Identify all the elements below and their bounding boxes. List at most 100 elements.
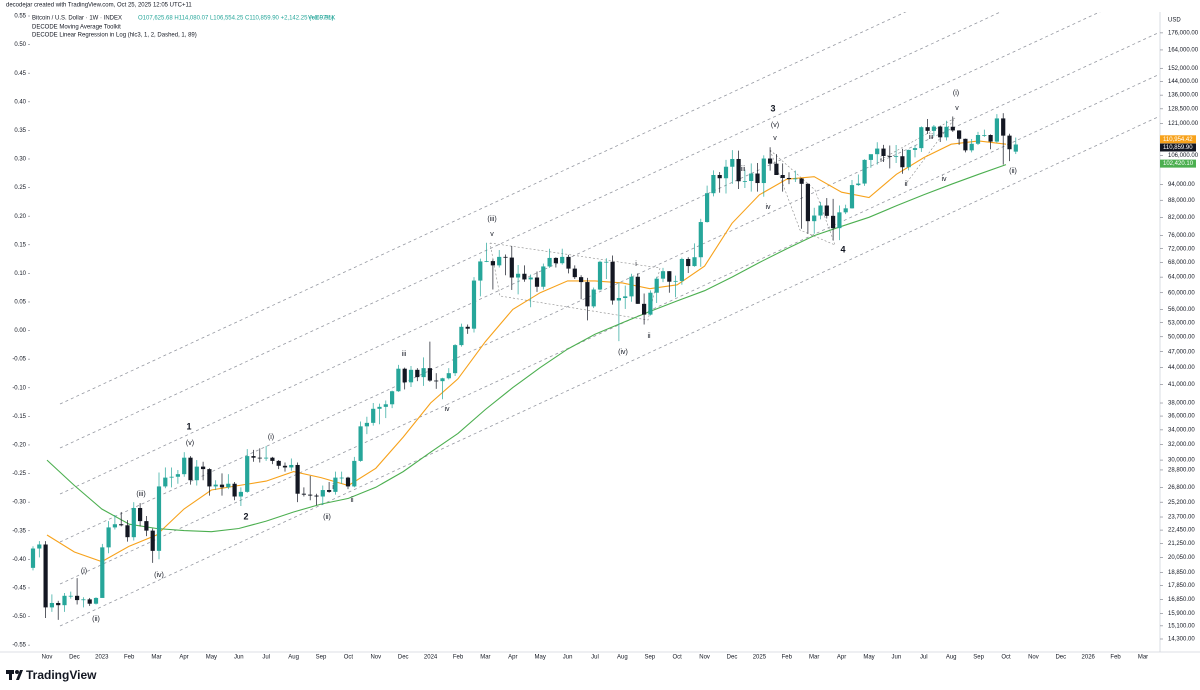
y-tick-label: 136,000.00 — [1168, 93, 1199, 99]
candle-body — [377, 406, 382, 409]
candle-body — [383, 404, 388, 407]
footer-brand: TradingView — [26, 668, 97, 682]
y-tick-label: 53,000.00 — [1168, 320, 1195, 326]
wave-label: i — [880, 157, 882, 164]
price-label-box — [1160, 135, 1196, 144]
candle-body — [100, 547, 105, 598]
x-tick-label: Mar — [809, 655, 819, 661]
y-tick-label: 15,100.00 — [1168, 623, 1195, 629]
candle-body — [623, 296, 628, 299]
candle-body — [245, 456, 250, 492]
candle-body — [282, 465, 288, 468]
candle-body — [421, 368, 426, 378]
candle-body — [232, 483, 237, 497]
candle-body — [616, 298, 621, 301]
wave-label: 1 — [186, 421, 191, 431]
candle-body — [963, 138, 968, 151]
candle-body — [314, 495, 319, 497]
wave-label: (ii) — [323, 514, 331, 521]
candle-body — [642, 303, 647, 315]
x-tick-label: Oct — [344, 655, 354, 661]
candle-body — [774, 163, 779, 176]
candle-body — [427, 368, 432, 381]
y-tick-label: 21,250.00 — [1168, 541, 1195, 547]
y-tick-label: 76,000.00 — [1168, 233, 1195, 239]
candle-body — [528, 277, 533, 280]
x-tick-label: Aug — [617, 655, 628, 661]
wave-label: iv — [941, 176, 947, 183]
y2-tick-label: -0.25 — [12, 471, 26, 477]
channel-line — [59, 12, 1101, 495]
x-tick-label: Jun — [892, 655, 902, 661]
y2-tick-label: 0.15 — [14, 242, 26, 248]
y-tick-label: 64,000.00 — [1168, 275, 1195, 281]
x-tick-label: Dec — [727, 655, 738, 661]
candle-body — [169, 476, 174, 478]
price-label-box — [1160, 159, 1196, 168]
channel-line — [59, 12, 907, 405]
candle-body — [333, 477, 338, 492]
x-tick-label: May — [535, 655, 546, 661]
candle-body — [459, 326, 464, 346]
candle-body — [516, 273, 521, 278]
price-label: 110,859.90 — [1163, 145, 1193, 151]
wave-label: (iv) — [154, 572, 164, 579]
x-tick-label: Feb — [782, 655, 793, 661]
candle-body — [755, 173, 760, 184]
y2-tick-label: -0.05 — [12, 357, 26, 363]
symbol: Bitcoin / U.S. Dollar · 1W · INDEX — [32, 16, 122, 22]
y-tick-label: 28,800.00 — [1168, 468, 1195, 474]
volume: Vol69.91K — [308, 16, 335, 22]
x-tick-label: Nov — [699, 655, 710, 661]
x-tick-label: Apr — [179, 655, 188, 661]
wave-label: (iii) — [487, 216, 496, 223]
y-tick-label: 47,000.00 — [1168, 349, 1195, 355]
y-tick-label: 36,000.00 — [1168, 414, 1195, 420]
x-tick-label: Sep — [316, 655, 327, 661]
candle-body — [226, 483, 231, 488]
candle-body — [812, 215, 817, 222]
y-tick-label: 14,300.00 — [1168, 637, 1195, 643]
candle-body — [969, 143, 974, 151]
candle-body — [37, 544, 42, 549]
candle-body — [182, 457, 187, 475]
wave-wedge — [879, 117, 956, 186]
y-tick-label: 20,050.00 — [1168, 555, 1195, 561]
y2-tick-label: 0.10 — [14, 271, 26, 277]
indicator: DECODE Linear Regression in Log (hlc3, 1… — [32, 33, 197, 39]
candle-body — [87, 599, 92, 604]
candle-body — [522, 273, 527, 280]
candle-body — [900, 156, 905, 168]
candle-body — [219, 484, 225, 488]
x-tick-label: Feb — [1110, 655, 1121, 661]
candle-body — [81, 599, 86, 601]
wave-label: 4 — [840, 244, 845, 254]
x-tick-label: Oct — [673, 655, 683, 661]
x-tick-label: Sep — [973, 655, 984, 661]
candle-body — [371, 408, 376, 423]
candle-body — [440, 378, 445, 382]
candle-body — [30, 548, 36, 568]
wave-label: (iii) — [136, 491, 145, 498]
x-tick-label: 2024 — [424, 655, 438, 661]
candle-body — [944, 126, 949, 138]
candle-body — [919, 127, 924, 149]
x-tick-label: Dec — [1055, 655, 1066, 661]
candle-body — [711, 175, 716, 194]
candle-body — [144, 521, 149, 531]
candle-body — [629, 276, 634, 297]
x-tick-label: Sep — [644, 655, 655, 661]
candle-body — [295, 464, 300, 494]
candle-body — [692, 257, 697, 267]
candle-body — [591, 289, 596, 307]
candle-body — [93, 597, 99, 604]
candle-body — [957, 130, 962, 139]
x-tick-label: Jun — [234, 655, 244, 661]
x-tick-label: Jun — [563, 655, 573, 661]
candle-body — [446, 373, 451, 379]
candle-body — [125, 525, 130, 538]
candle-body — [453, 345, 458, 374]
candle-body — [327, 490, 332, 492]
x-tick-label: Nov — [42, 655, 53, 661]
candle-body — [62, 595, 67, 606]
